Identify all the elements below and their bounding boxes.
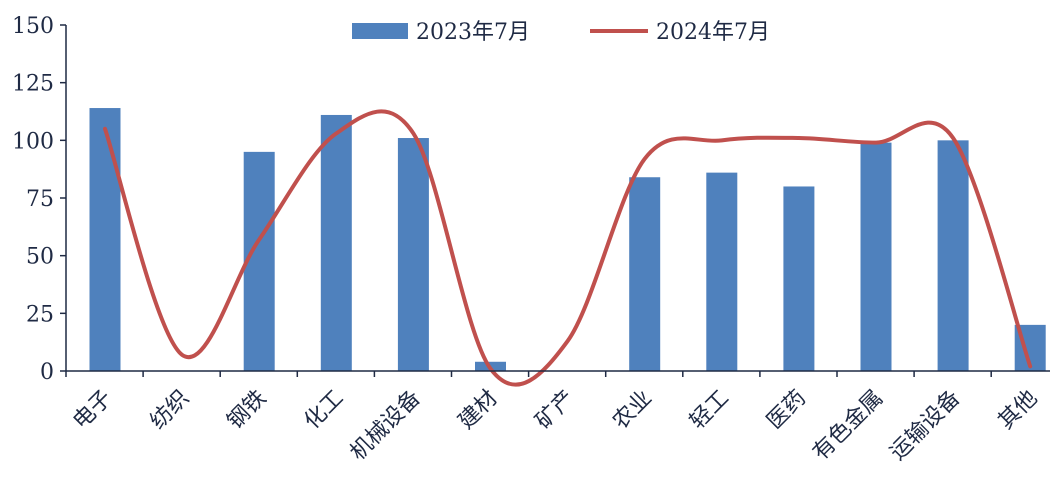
x-category-label: 电子 (68, 386, 117, 435)
y-tick-label: 125 (12, 72, 54, 97)
line-series (103, 109, 1033, 387)
bar-series (89, 108, 1046, 372)
bar (397, 138, 429, 371)
series-line (103, 109, 1033, 387)
legend-label-line: 2024年7月 (656, 20, 770, 45)
x-category-label: 有色金属 (808, 386, 888, 466)
bar (89, 108, 121, 371)
legend: 2023年7月 2024年7月 (352, 20, 770, 45)
x-category-label: 建材 (454, 386, 503, 435)
x-category-label: 轻工 (685, 386, 734, 435)
x-category-label: 矿产 (531, 386, 580, 435)
bar (937, 140, 969, 371)
y-tick-label: 75 (26, 187, 54, 212)
y-tick-label: 50 (26, 245, 54, 270)
y-tick-label: 100 (12, 129, 54, 154)
legend-swatch-bar (352, 23, 408, 39)
y-axis: 0 25 50 75 100 125 150 (12, 14, 67, 385)
x-category-label: 机械设备 (346, 386, 426, 466)
bar (783, 186, 815, 371)
x-category-label: 运输设备 (885, 386, 965, 466)
legend-label-bar: 2023年7月 (416, 20, 530, 45)
bar (320, 114, 352, 372)
x-category-label: 医药 (762, 386, 811, 435)
x-category-label: 钢铁 (223, 386, 272, 435)
x-category-label: 纺织 (146, 386, 195, 435)
y-tick-label: 25 (26, 302, 54, 327)
x-category-label: 农业 (608, 386, 657, 435)
bar (629, 177, 661, 371)
y-tick-label: 150 (12, 14, 54, 39)
bar (860, 142, 892, 371)
y-tick-label: 0 (40, 360, 54, 385)
x-category-label: 其他 (994, 386, 1043, 435)
bar (706, 172, 738, 371)
x-category-label: 化工 (300, 386, 349, 435)
